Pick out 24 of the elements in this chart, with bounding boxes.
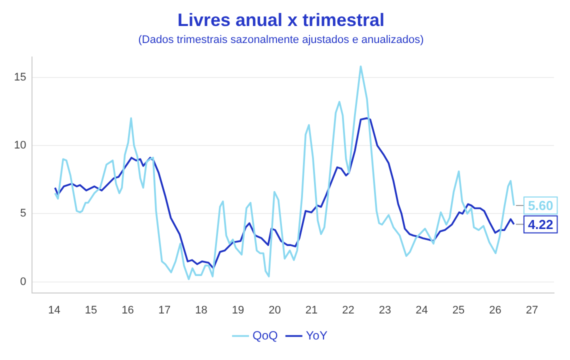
legend-label: YoY: [306, 328, 328, 342]
x-tick-label: 27: [526, 304, 538, 316]
y-tick-label: 0: [20, 276, 26, 288]
x-tick-label: 25: [452, 304, 465, 316]
y-tick-label: 10: [14, 140, 26, 152]
x-tick-label: 15: [84, 304, 98, 316]
x-tick-label: 26: [489, 304, 502, 316]
x-tick-label: 18: [195, 304, 208, 316]
data-label: 5.60: [528, 198, 554, 214]
x-tick-label: 14: [48, 304, 60, 316]
legend-label: QoQ: [252, 328, 278, 342]
chart-title: Livres anual x trimestral: [177, 10, 385, 30]
data-label: 4.22: [528, 216, 554, 232]
x-tick-label: 23: [378, 304, 392, 316]
x-tick-label: 20: [268, 304, 281, 316]
x-tick-label: 16: [122, 304, 134, 316]
x-tick-label: 24: [416, 304, 428, 316]
y-tick-label: 5: [20, 208, 26, 220]
x-tick-label: 21: [305, 304, 318, 316]
x-tick-label: 22: [342, 304, 354, 316]
x-tick-label: 17: [158, 304, 171, 316]
x-tick-label: 19: [232, 304, 244, 316]
chart-subtitle: (Dados trimestrais sazonalmente ajustados e anualizados): [138, 34, 424, 46]
y-tick-label: 15: [14, 71, 26, 84]
